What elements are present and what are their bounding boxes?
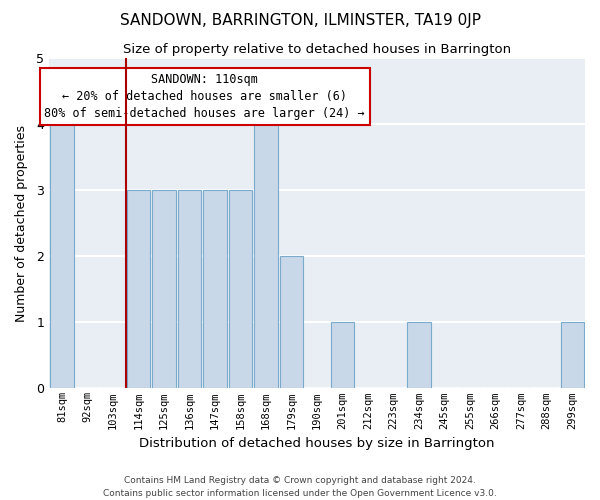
Title: Size of property relative to detached houses in Barrington: Size of property relative to detached ho… <box>123 42 511 56</box>
Bar <box>127 190 150 388</box>
Bar <box>331 322 355 388</box>
Bar <box>50 124 74 388</box>
Bar <box>178 190 201 388</box>
Bar <box>152 190 176 388</box>
Y-axis label: Number of detached properties: Number of detached properties <box>15 124 28 322</box>
Bar <box>254 124 278 388</box>
Text: SANDOWN: 110sqm
← 20% of detached houses are smaller (6)
80% of semi-detached ho: SANDOWN: 110sqm ← 20% of detached houses… <box>44 73 365 120</box>
Bar <box>229 190 252 388</box>
Bar <box>203 190 227 388</box>
Text: Contains HM Land Registry data © Crown copyright and database right 2024.
Contai: Contains HM Land Registry data © Crown c… <box>103 476 497 498</box>
Bar <box>560 322 584 388</box>
Text: SANDOWN, BARRINGTON, ILMINSTER, TA19 0JP: SANDOWN, BARRINGTON, ILMINSTER, TA19 0JP <box>119 12 481 28</box>
Bar <box>280 256 304 388</box>
X-axis label: Distribution of detached houses by size in Barrington: Distribution of detached houses by size … <box>139 437 495 450</box>
Bar <box>407 322 431 388</box>
